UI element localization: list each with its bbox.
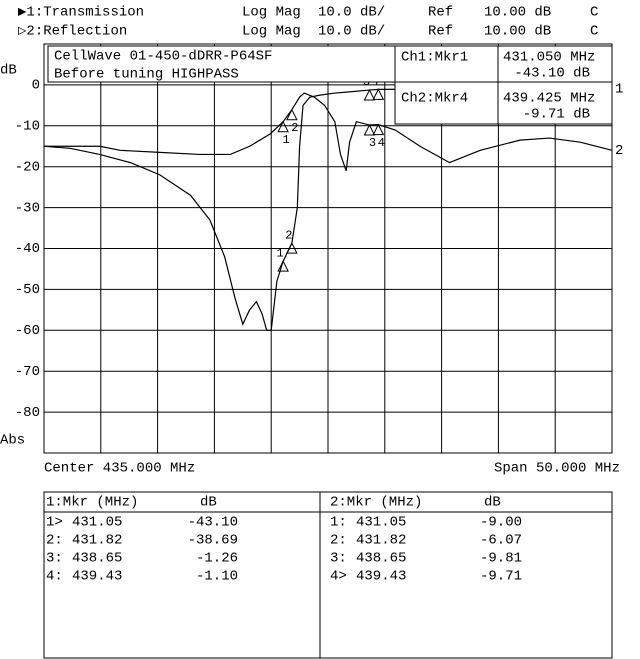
trace1-name: ▶1:Transmission [18,5,144,21]
table-index: 3: [330,551,347,567]
readout-freq: 439.425 MHz [503,91,595,107]
table-index: 4: [46,569,63,585]
y-tick-label: -60 [15,323,40,339]
table-freq: 431.05 [356,515,406,531]
y-tick-label: -30 [15,200,40,216]
center-label: Center 435.000 MHz [44,461,195,477]
marker-triangle [286,242,298,254]
span-label: Span 50.000 MHz [494,461,620,477]
marker-triangle [363,88,376,101]
marker-label: 1 [283,133,290,147]
annotation-bg [47,45,613,83]
y-tick-label: -70 [15,364,40,380]
header-field: 10.0 dB/ [318,5,385,21]
marker-label: 2 [285,228,292,242]
y-tick-label: -10 [15,119,40,135]
table-header: 2:Mkr (MHz) [330,495,422,511]
readout-freq: 431.050 MHz [503,50,595,66]
table-freq: 431.82 [356,533,406,549]
readout-value: -43.10 dB [514,66,590,82]
annotation-text: Before tuning HIGHPASS [54,67,239,83]
marker-label: 3 [369,136,376,150]
marker-triangle [277,260,289,272]
readout-name: Ch1:Mkr1 [401,50,468,66]
table-db: -9.00 [480,515,522,531]
marker-label: 2 [291,121,298,135]
header-field: 10.0 dB/ [318,24,385,40]
header-field: Log Mag [242,5,301,21]
table-index: 2: [330,533,347,549]
table-freq: 439.43 [72,569,122,585]
marker-triangle [277,120,289,133]
table-db: -38.69 [188,533,238,549]
y-mode-label: Abs [0,433,25,449]
marker-label: 1 [277,246,284,260]
trace [44,92,613,171]
readout-name: Ch2:Mkr4 [401,91,468,107]
table-frame [43,491,613,659]
table-db: -6.07 [480,533,522,549]
y-tick-label: 0 [32,78,40,94]
table-db: -43.10 [188,515,238,531]
header-field: Ref [428,5,453,21]
table-freq: 431.82 [72,533,122,549]
table-db: -9.71 [480,569,522,585]
table-header: dB [200,495,217,511]
readout-value: -9.71 dB [523,107,590,123]
table-db: -1.26 [196,551,238,567]
marker-triangle [363,123,376,136]
table-db: -1.10 [196,569,238,585]
table-header: dB [484,495,501,511]
trace-end-label: 1 [615,82,623,98]
y-tick-label: -80 [15,405,40,421]
table-index: 1> [46,515,63,531]
y-tick-label: -40 [15,241,40,257]
readout-bg [394,81,613,125]
y-tick-label: -50 [15,282,40,298]
y-tick-label: -20 [15,159,40,175]
y-axis-label: dB [0,63,17,79]
header-field: C [590,5,598,21]
header-field: Log Mag [242,24,301,40]
header-field: C [590,24,598,40]
table-freq: 438.65 [72,551,122,567]
header-field: Ref [428,24,453,40]
table-freq: 431.05 [72,515,122,531]
marker-triangle [286,108,298,121]
table-freq: 439.43 [356,569,406,585]
table-index: 3: [46,551,63,567]
marker-label: 4 [378,136,385,150]
trace-end-label: 2 [615,143,623,159]
table-index: 4> [330,569,347,585]
table-header: 1:Mkr (MHz) [46,495,138,511]
marker-triangle [372,123,385,136]
table-db: -9.81 [480,551,522,567]
marker-triangle [372,88,385,100]
table-index: 2: [46,533,63,549]
header-field: 10.00 dB [484,5,551,21]
table-freq: 438.65 [356,551,406,567]
annotation-text: CellWave 01-450-dDRR-P64SF [54,49,272,65]
table-index: 1: [330,515,347,531]
header-field: 10.00 dB [484,24,551,40]
trace2-name: ▷2:Reflection [18,24,127,40]
trace [43,88,612,331]
